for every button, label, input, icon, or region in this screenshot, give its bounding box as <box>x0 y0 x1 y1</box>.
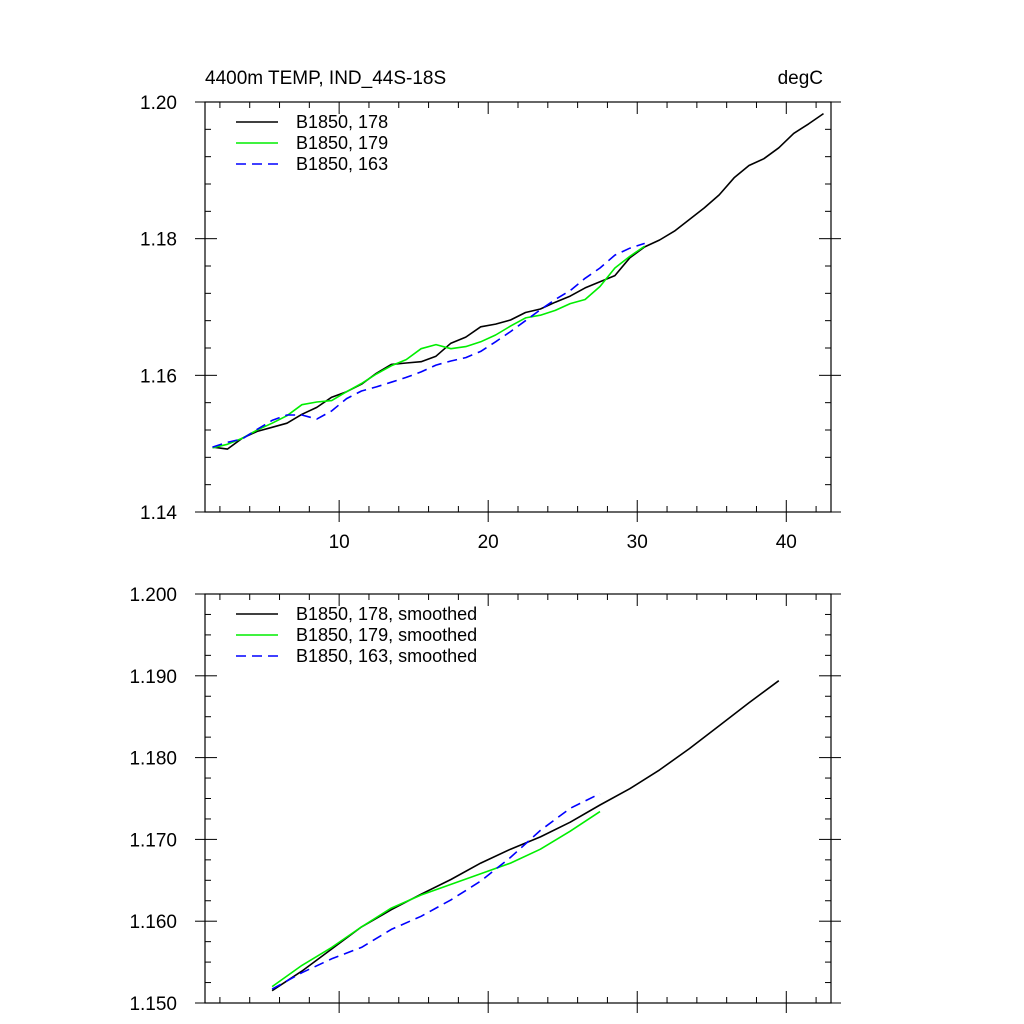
y-tick-label: 1.16 <box>140 366 177 387</box>
bottom-panel: 1.150 1.160 1.170 1.180 1.190 1.200 B1850, 178… <box>129 585 841 1015</box>
x-tick-label: 10 <box>329 532 350 553</box>
series-line-0 <box>271 680 780 992</box>
legend-label-1: B1850, 179, smoothed <box>296 625 477 645</box>
y-tick-label: 1.20 <box>140 93 177 114</box>
legend-label-0: B1850, 178 <box>296 112 388 132</box>
x-tick-label: 40 <box>776 532 797 553</box>
legend-label-1: B1850, 179 <box>296 133 388 153</box>
units-label: degC <box>778 68 823 89</box>
y-tick-label: 1.180 <box>129 749 177 770</box>
series-line-1 <box>212 245 646 449</box>
top-panel: 4400m TEMP, IND_44S-18S degC 10 20 30 40 1.14 1… <box>140 68 841 553</box>
y-tick-label: 1.170 <box>129 830 177 851</box>
legend-label-0: B1850, 178, smoothed <box>296 604 477 624</box>
series-line-0 <box>212 112 824 450</box>
legend-label-2: B1850, 163, smoothed <box>296 646 477 666</box>
x-tick-label: 30 <box>627 532 648 553</box>
y-tick-label: 1.18 <box>140 230 177 251</box>
chart-title: 4400m TEMP, IND_44S-18S <box>205 68 446 89</box>
series-line-1 <box>271 810 601 988</box>
y-tick-label: 1.190 <box>129 667 177 688</box>
y-tick-label: 1.150 <box>129 994 177 1015</box>
x-tick-label: 20 <box>478 532 499 553</box>
series-line-2 <box>271 792 601 990</box>
y-tick-label: 1.14 <box>140 503 177 524</box>
y-tick-label: 1.200 <box>129 585 177 606</box>
series-line-2 <box>212 242 645 448</box>
legend-label-2: B1850, 163 <box>296 154 388 174</box>
y-tick-label: 1.160 <box>129 912 177 933</box>
